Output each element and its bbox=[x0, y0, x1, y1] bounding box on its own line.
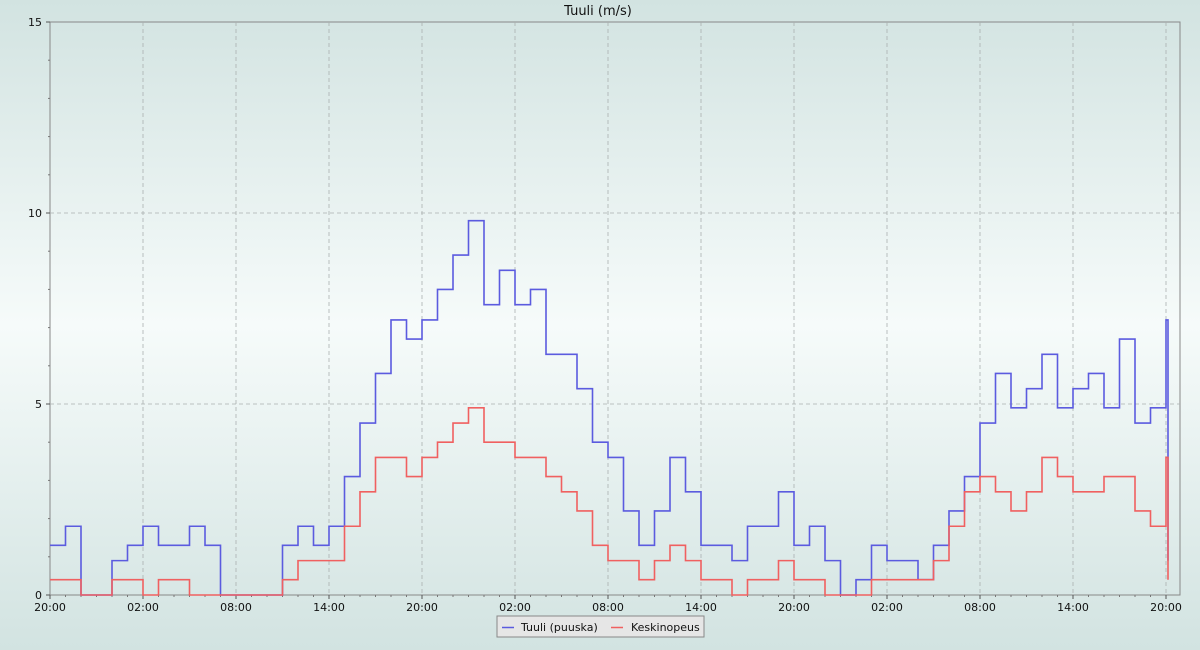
x-tick-label: 14:00 bbox=[1057, 601, 1089, 614]
x-tick-label: 08:00 bbox=[220, 601, 252, 614]
x-tick-label: 02:00 bbox=[499, 601, 531, 614]
x-tick-label: 08:00 bbox=[592, 601, 624, 614]
x-tick-label: 14:00 bbox=[313, 601, 345, 614]
y-tick-label: 0 bbox=[35, 589, 42, 602]
x-tick-label: 20:00 bbox=[34, 601, 66, 614]
x-tick-label: 20:00 bbox=[406, 601, 438, 614]
plot-area bbox=[49, 21, 1181, 596]
x-tick-label: 08:00 bbox=[964, 601, 996, 614]
legend-label-mean: Keskinopeus bbox=[631, 621, 700, 634]
x-tick-label: 14:00 bbox=[685, 601, 717, 614]
y-axis: 0 5 10 15 bbox=[28, 16, 50, 602]
x-tick-label: 02:00 bbox=[871, 601, 903, 614]
legend-label-gust: Tuuli (puuska) bbox=[520, 621, 598, 634]
y-tick-label: 15 bbox=[28, 16, 42, 29]
series-layer bbox=[50, 219, 1169, 596]
y-tick-label: 5 bbox=[35, 398, 42, 411]
series-line-1 bbox=[50, 407, 1169, 596]
y-tick-label: 10 bbox=[28, 207, 42, 220]
series-line-0 bbox=[50, 219, 1169, 596]
x-tick-label: 02:00 bbox=[127, 601, 159, 614]
chart-title: Tuuli (m/s) bbox=[563, 4, 632, 19]
x-tick-label: 20:00 bbox=[778, 601, 810, 614]
x-axis: 20:00 02:00 08:00 14:00 20:00 02:00 08:00 14:00… bbox=[34, 595, 1182, 614]
legend: Tuuli (puuska) Keskinopeus bbox=[496, 615, 705, 638]
x-tick-label: 20:00 bbox=[1150, 601, 1182, 614]
legend-box bbox=[496, 615, 705, 638]
